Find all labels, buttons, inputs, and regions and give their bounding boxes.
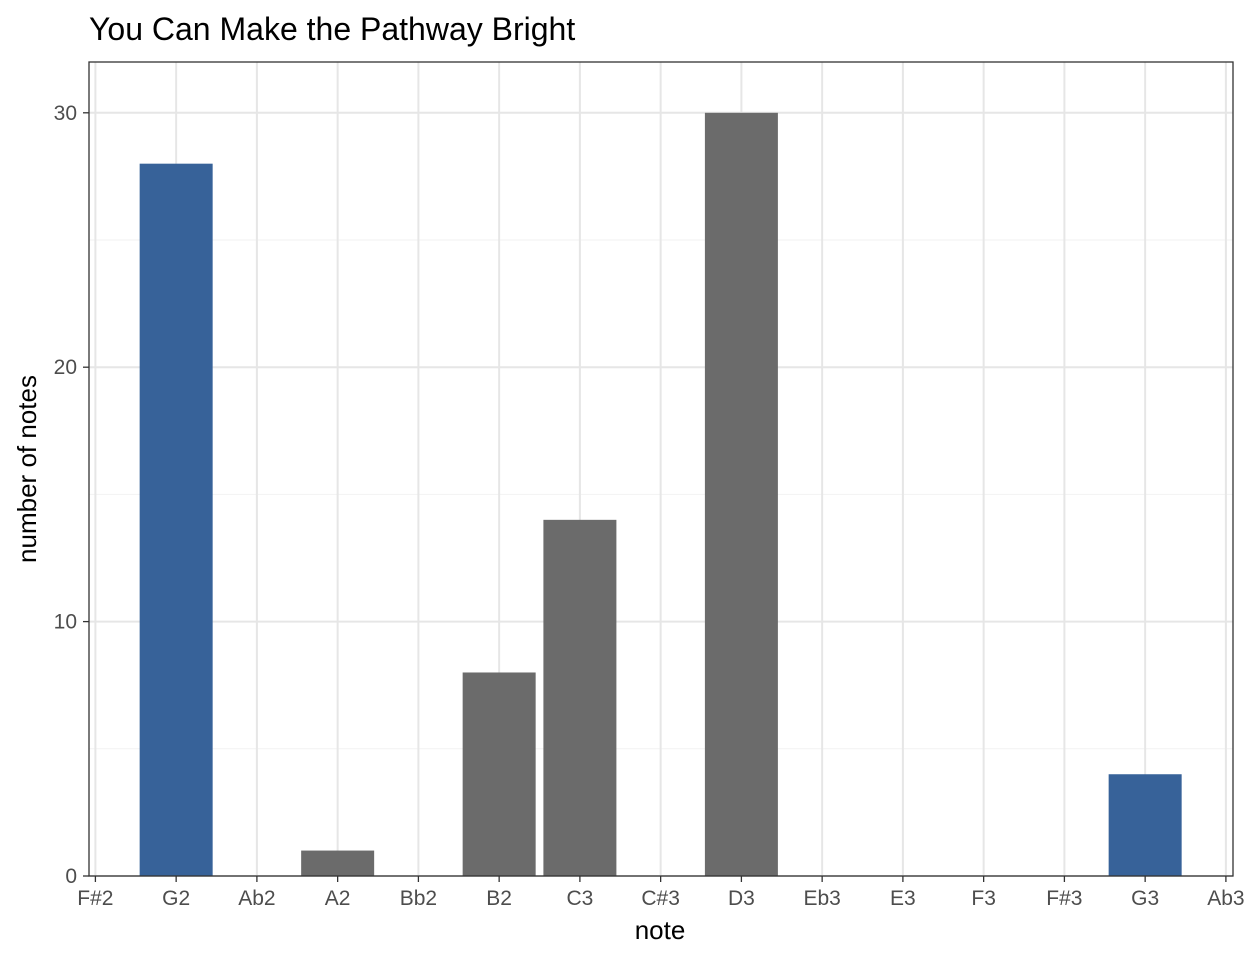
bar-c3 (543, 519, 617, 876)
x-tick-label: F#2 (77, 887, 113, 910)
bars (139, 112, 1182, 877)
x-tick-label: D3 (728, 887, 755, 910)
x-tick-label: Ab3 (1207, 887, 1244, 910)
y-tick-label: 0 (65, 865, 77, 888)
x-tick-label: F3 (971, 887, 996, 910)
x-tick-label: Bb2 (400, 887, 437, 910)
bar-g2 (139, 163, 213, 876)
grid-lines (89, 62, 1233, 877)
x-tick-label: C#3 (641, 887, 680, 910)
x-tick-label: A2 (325, 887, 351, 910)
y-tick-label: 20 (54, 356, 77, 379)
bar-a2 (301, 850, 375, 876)
y-tick-label: 30 (54, 102, 77, 125)
bar-b2 (462, 672, 536, 876)
y-axis-title: number of notes (12, 375, 42, 563)
x-tick-label: C3 (566, 887, 593, 910)
chart-title: You Can Make the Pathway Bright (89, 11, 575, 47)
y-axis: 0 10 20 30 (54, 102, 89, 888)
x-tick-label: Ab2 (238, 887, 275, 910)
x-tick-label: F#3 (1046, 887, 1082, 910)
x-tick-label: E3 (890, 887, 916, 910)
x-tick-label: B2 (486, 887, 512, 910)
y-tick-label: 10 (54, 611, 77, 634)
bar-g3 (1108, 774, 1182, 876)
x-tick-label: G2 (162, 887, 190, 910)
x-axis-title: note (635, 915, 686, 945)
x-axis: F#2 G2 Ab2 A2 Bb2 B2 C3 C#3 D3 Eb3 E3 F3 F#3 G3 Ab3 (77, 876, 1245, 910)
bar-d3 (704, 112, 778, 877)
x-tick-label: G3 (1131, 887, 1159, 910)
x-tick-label: Eb3 (803, 887, 840, 910)
